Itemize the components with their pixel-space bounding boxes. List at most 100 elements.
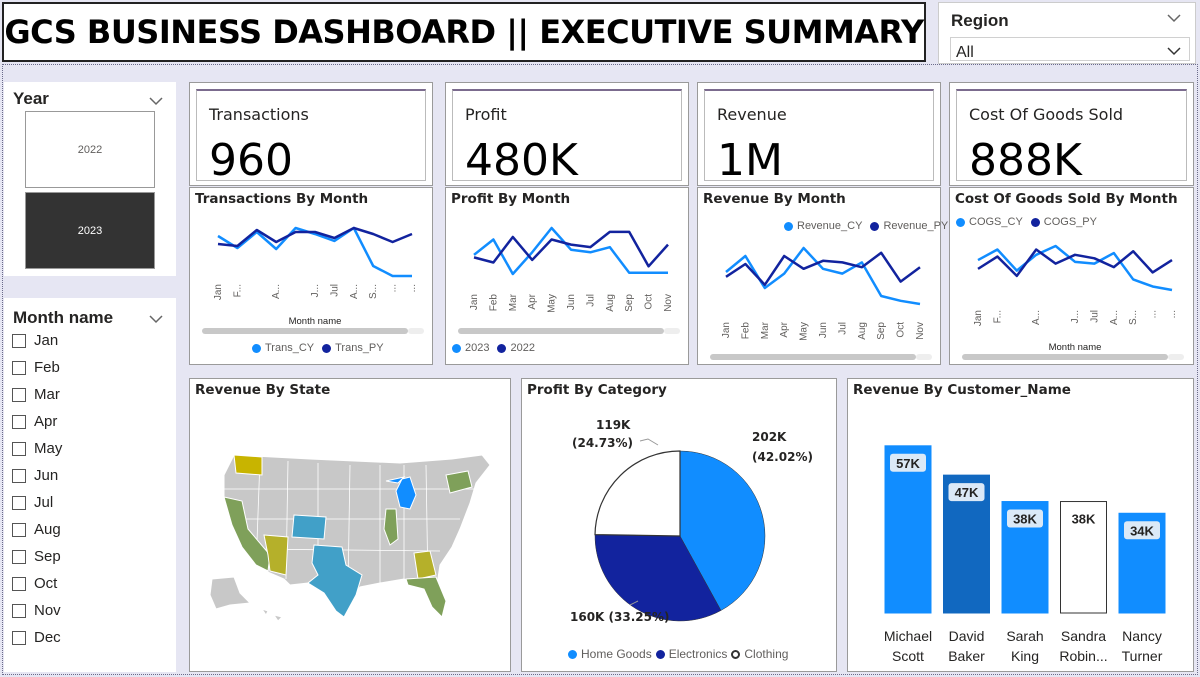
- x-axis-ticks: Jan F... A... J... Jul A... S.........: [973, 310, 1178, 326]
- series-line-revenue_py: [725, 251, 921, 287]
- x-tick-label: Michael: [884, 628, 932, 644]
- month-item-feb[interactable]: Feb: [12, 359, 60, 376]
- cogs-by-month-chart: Cost Of Goods Sold By Month Jan F... A... J…: [949, 187, 1194, 365]
- x-tick-label: Scott: [892, 648, 924, 664]
- kpi-card-transactions: Transactions 960: [189, 82, 433, 186]
- month-item-aug[interactable]: Aug: [12, 521, 61, 538]
- state-michigan: [385, 476, 417, 510]
- x-tick-label: F...: [232, 284, 243, 297]
- month-item-label: Apr: [34, 413, 58, 430]
- checkbox[interactable]: [12, 468, 26, 483]
- legend-label: COGS_CY: [969, 216, 1023, 228]
- month-slicer[interactable]: Month name Jan Feb Mar Apr May Jun Jul Aug Sep Oc…: [4, 298, 176, 672]
- x-tick-label: Sarah: [1006, 628, 1043, 644]
- state-illinois: [383, 508, 399, 546]
- series-line-2023: [473, 226, 668, 276]
- month-item-jan[interactable]: Jan: [12, 332, 58, 349]
- x-tick-label: S...: [1128, 310, 1139, 325]
- x-tick-label: S...: [368, 284, 379, 299]
- pie-slice-home-goods[interactable]: [679, 450, 766, 611]
- legend-label: Revenue_CY: [797, 220, 863, 232]
- x-tick-label: A...: [349, 284, 360, 299]
- us-map-svg[interactable]: [190, 379, 512, 673]
- x-axis-title: Month name: [1049, 342, 1102, 353]
- chevron-down-icon[interactable]: [149, 309, 163, 328]
- x-tick-label: Baker: [948, 648, 985, 664]
- x-tick-label: Jan: [469, 294, 480, 310]
- year-tile-2022[interactable]: 2022: [25, 111, 155, 188]
- month-item-apr[interactable]: Apr: [12, 413, 57, 430]
- x-tick-label: May: [799, 322, 810, 341]
- horizontal-scrollbar[interactable]: [202, 328, 408, 334]
- scrollbar-track: [664, 328, 680, 334]
- x-tick-label: King: [1011, 648, 1039, 664]
- x-tick-label: Robin...: [1059, 648, 1107, 664]
- region-dropdown[interactable]: All: [950, 37, 1190, 61]
- checkbox[interactable]: [12, 549, 26, 564]
- pie-chart-svg: 202K (42.02%) 160K (33.25%) 119K (24.73%): [570, 418, 813, 624]
- chevron-down-icon[interactable]: [1167, 13, 1181, 25]
- chart-title: Cost Of Goods Sold By Month: [955, 191, 1178, 207]
- legend-label: Trans_CY: [265, 342, 315, 354]
- legend-dot: [956, 217, 965, 227]
- series-line-2022: [473, 230, 669, 268]
- month-item-mar[interactable]: Mar: [12, 386, 60, 403]
- horizontal-scrollbar[interactable]: [458, 328, 664, 334]
- kpi-label: Transactions: [209, 105, 309, 124]
- bar-data-label: 38K: [1072, 512, 1096, 527]
- horizontal-scrollbar[interactable]: [710, 354, 916, 360]
- checkbox[interactable]: [12, 414, 26, 429]
- x-tick-label: Jun: [566, 294, 577, 310]
- horizontal-scrollbar[interactable]: [962, 354, 1168, 360]
- x-tick-label: Nancy: [1122, 628, 1162, 644]
- checkbox[interactable]: [12, 522, 26, 537]
- month-item-label: Mar: [34, 386, 60, 403]
- chevron-down-icon[interactable]: [149, 91, 163, 110]
- month-slicer-title: Month name: [13, 308, 114, 327]
- legend-label: Revenue_PY: [883, 220, 949, 232]
- checkbox[interactable]: [12, 630, 26, 645]
- month-item-jun[interactable]: Jun: [12, 467, 58, 484]
- month-item-label: Oct: [34, 575, 58, 592]
- month-item-sep[interactable]: Sep: [12, 548, 61, 565]
- month-item-oct[interactable]: Oct: [12, 575, 57, 592]
- bar[interactable]: [1060, 501, 1107, 614]
- pie-slice-electronics[interactable]: [594, 534, 722, 622]
- region-slicer[interactable]: Region All: [938, 2, 1196, 64]
- x-tick-label: Nov: [663, 294, 674, 312]
- kpi-label: Profit: [465, 105, 507, 124]
- year-slicer[interactable]: Year 2022 2023: [4, 82, 176, 276]
- month-item-label: Jul: [34, 494, 54, 511]
- x-tick-label: J...: [1070, 310, 1081, 323]
- x-tick-label: Feb: [740, 322, 751, 340]
- chart-legend: Revenue_CY Revenue_PY: [784, 220, 948, 232]
- checkbox[interactable]: [12, 387, 26, 402]
- x-tick-label: Oct: [896, 322, 907, 338]
- checkbox[interactable]: [12, 576, 26, 591]
- checkbox[interactable]: [12, 333, 26, 348]
- pie-slice-clothing[interactable]: [594, 450, 681, 537]
- bar[interactable]: [884, 445, 932, 614]
- x-tick-label: Jan: [213, 284, 224, 300]
- year-tile-2023[interactable]: 2023: [25, 192, 155, 269]
- month-item-may[interactable]: May: [12, 440, 62, 457]
- x-tick-label: Sep: [876, 322, 887, 340]
- month-item-jul[interactable]: Jul: [12, 494, 53, 511]
- checkbox[interactable]: [12, 603, 26, 618]
- chart-legend: 2023 2022: [452, 342, 535, 354]
- x-tick-label: Aug: [857, 322, 868, 340]
- state-colorado: [291, 514, 327, 540]
- x-tick-label: Sandra: [1061, 628, 1106, 644]
- checkbox[interactable]: [12, 441, 26, 456]
- legend-label: 2022: [510, 342, 535, 354]
- month-item-label: Aug: [34, 521, 61, 538]
- x-tick-label: Sep: [624, 294, 635, 312]
- bar-label-bg: [948, 483, 985, 502]
- month-item-dec[interactable]: Dec: [12, 629, 61, 646]
- kpi-label: Revenue: [717, 105, 787, 124]
- bar-data-label: 57K: [896, 456, 920, 471]
- month-item-nov[interactable]: Nov: [12, 602, 61, 619]
- checkbox[interactable]: [12, 495, 26, 510]
- checkbox[interactable]: [12, 360, 26, 375]
- revenue-by-month-chart: Revenue By Month Jan Feb Mar Apr May Jun Jul Au…: [697, 187, 948, 365]
